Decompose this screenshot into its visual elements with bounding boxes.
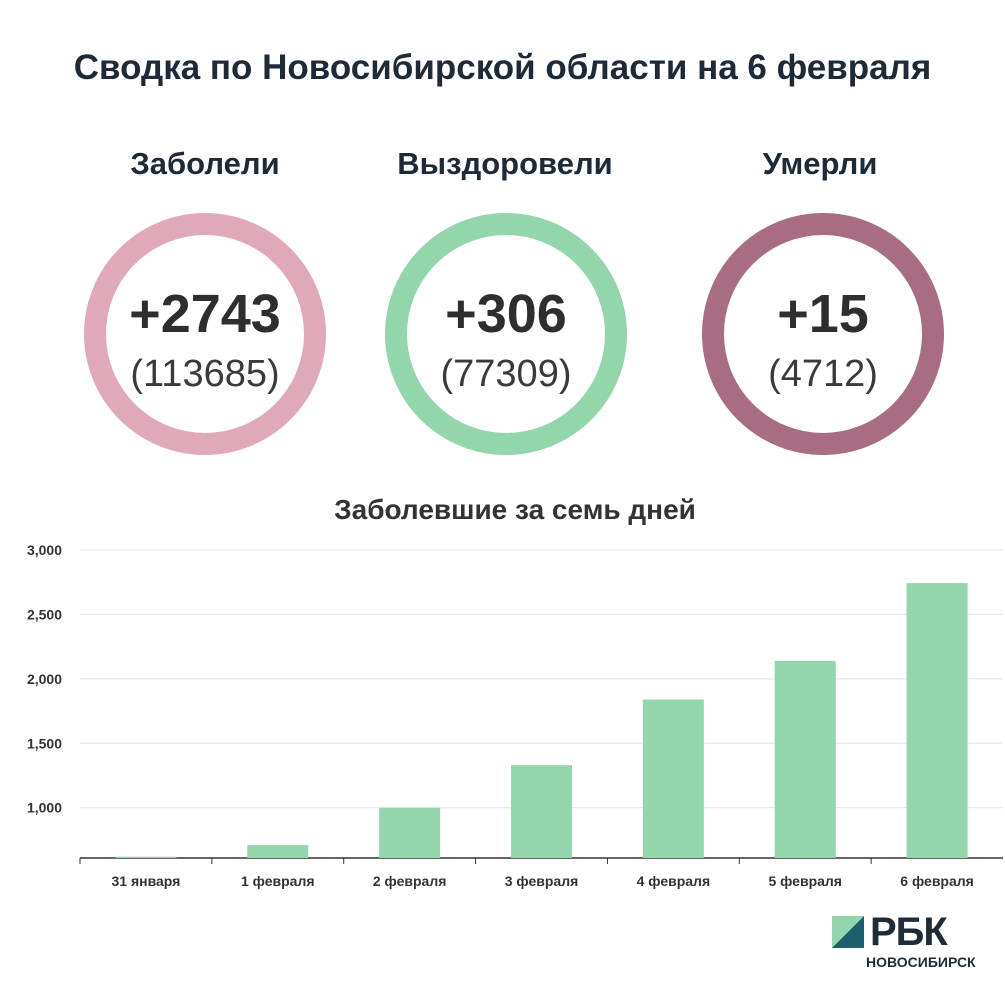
x-tick-label: 31 января (112, 873, 181, 889)
stat-label-recovered: Выздоровели (397, 146, 613, 181)
page-title: Сводка по Новосибирской области на 6 фев… (73, 48, 932, 87)
y-tick-label: 3,000 (27, 542, 62, 558)
y-tick-label: 2,000 (27, 671, 62, 687)
deaths-total: (4712) (768, 353, 878, 395)
y-tick-label: 2,500 (27, 606, 62, 622)
chart-title: Заболевшие за семь дней (334, 494, 696, 525)
deaths-ring: +15 (4712) (702, 213, 944, 455)
recovered-delta: +306 (445, 284, 567, 344)
recovered-ring: +306 (77309) (385, 213, 627, 455)
bar (906, 583, 968, 858)
stat-label-deaths: Умерли (762, 146, 878, 181)
x-tick-label: 6 февраля (900, 873, 974, 889)
x-tick-label: 5 февраля (768, 873, 842, 889)
bar (774, 660, 836, 858)
recovered-total: (77309) (440, 353, 572, 395)
x-tick-label: 2 февраля (373, 873, 447, 889)
y-tick-label: 1,500 (27, 735, 62, 751)
bar (247, 845, 309, 858)
infected-ring: +2743 (113685) (84, 213, 326, 455)
bar-chart: 1,000 1,500 2,000 2,500 3,000 31 января 1 февр… (27, 542, 1003, 889)
deaths-delta: +15 (777, 284, 869, 344)
x-tick-label: 4 февраля (637, 873, 711, 889)
bar (511, 765, 572, 858)
bar (115, 856, 177, 858)
rbc-logo-icon (832, 916, 864, 948)
rbc-logo: РБК НОВОСИБИРСК (832, 910, 997, 974)
logo-text: РБК (870, 910, 948, 954)
bar (379, 807, 441, 858)
infected-total: (113685) (130, 353, 280, 395)
bar (642, 699, 704, 858)
x-tick-label: 3 февраля (505, 873, 579, 889)
stat-label-infected: Заболели (130, 146, 280, 181)
x-tick-label: 1 февраля (241, 873, 315, 889)
infected-delta: +2743 (129, 284, 281, 344)
y-tick-label: 1,000 (27, 800, 62, 816)
logo-subtitle: НОВОСИБИРСК (866, 954, 976, 970)
